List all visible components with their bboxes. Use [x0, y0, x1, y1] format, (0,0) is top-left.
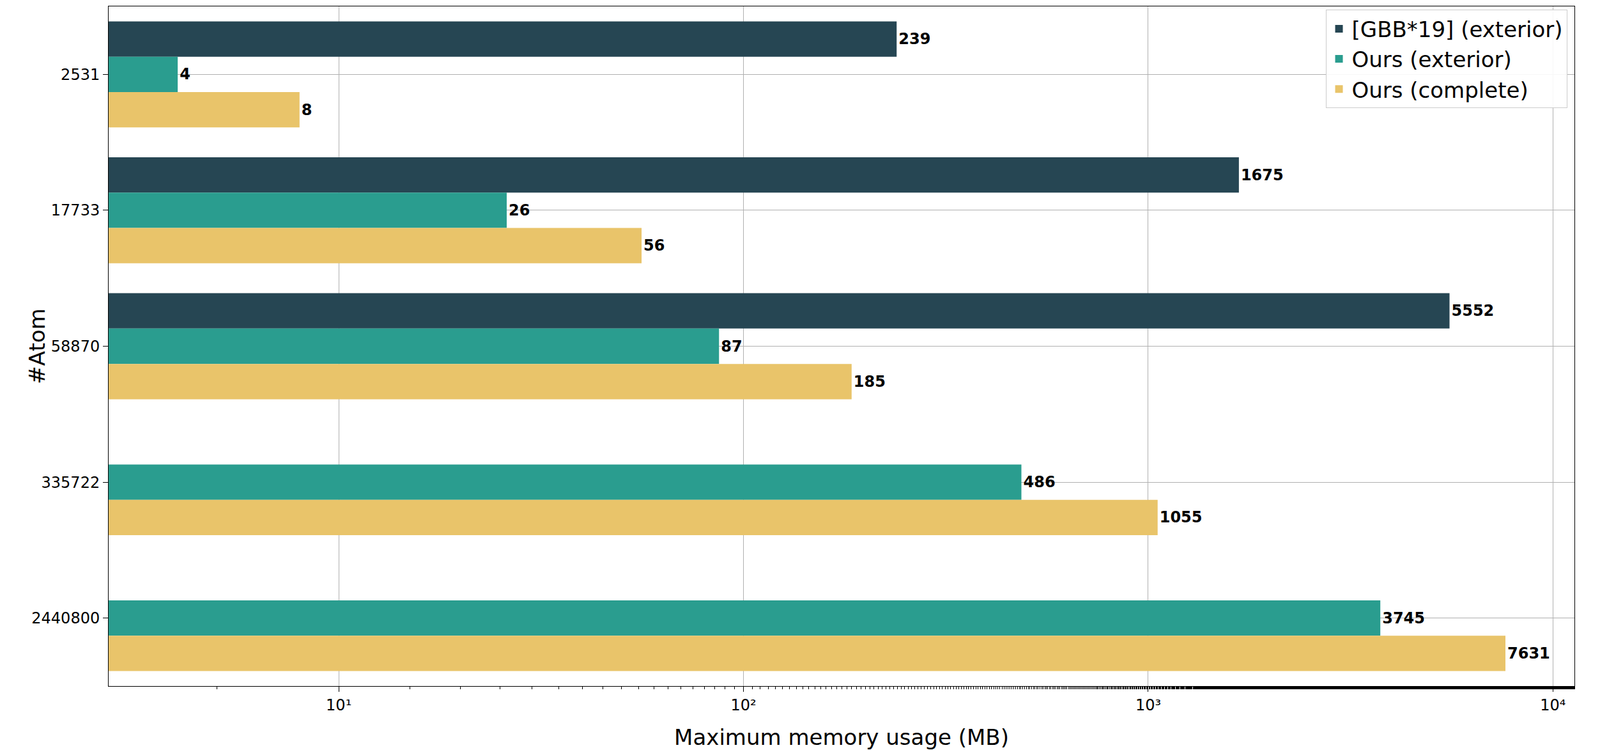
svg-text:1055: 1055	[1159, 507, 1203, 526]
svg-text:486: 486	[1023, 472, 1055, 491]
svg-text:185: 185	[853, 372, 886, 391]
svg-text:Ours (exterior): Ours (exterior)	[1352, 46, 1512, 73]
svg-text:10²: 10²	[730, 695, 756, 714]
svg-text:239: 239	[898, 30, 931, 48]
svg-text:Ours (complete): Ours (complete)	[1352, 77, 1529, 103]
svg-text:56: 56	[643, 236, 665, 255]
svg-text:26: 26	[508, 201, 530, 220]
svg-text:10³: 10³	[1135, 695, 1162, 714]
svg-text:#Atom: #Atom	[24, 307, 50, 384]
svg-text:[GBB*19] (exterior): [GBB*19] (exterior)	[1352, 16, 1563, 43]
svg-text:17733: 17733	[51, 201, 100, 220]
svg-text:7631: 7631	[1507, 644, 1551, 662]
svg-text:4: 4	[179, 65, 191, 84]
svg-text:Maximum memory usage (MB): Maximum memory usage (MB)	[674, 723, 1009, 750]
svg-text:8: 8	[301, 100, 313, 119]
svg-text:87: 87	[720, 337, 742, 356]
svg-text:2531: 2531	[60, 65, 100, 84]
svg-text:5552: 5552	[1451, 301, 1495, 320]
svg-text:58870: 58870	[51, 337, 100, 356]
svg-text:10¹: 10¹	[325, 695, 352, 714]
svg-text:335722: 335722	[41, 473, 101, 492]
svg-text:2440800: 2440800	[31, 608, 100, 627]
svg-text:3745: 3745	[1382, 608, 1425, 627]
svg-text:1675: 1675	[1240, 166, 1284, 185]
svg-text:10⁴: 10⁴	[1539, 695, 1566, 714]
